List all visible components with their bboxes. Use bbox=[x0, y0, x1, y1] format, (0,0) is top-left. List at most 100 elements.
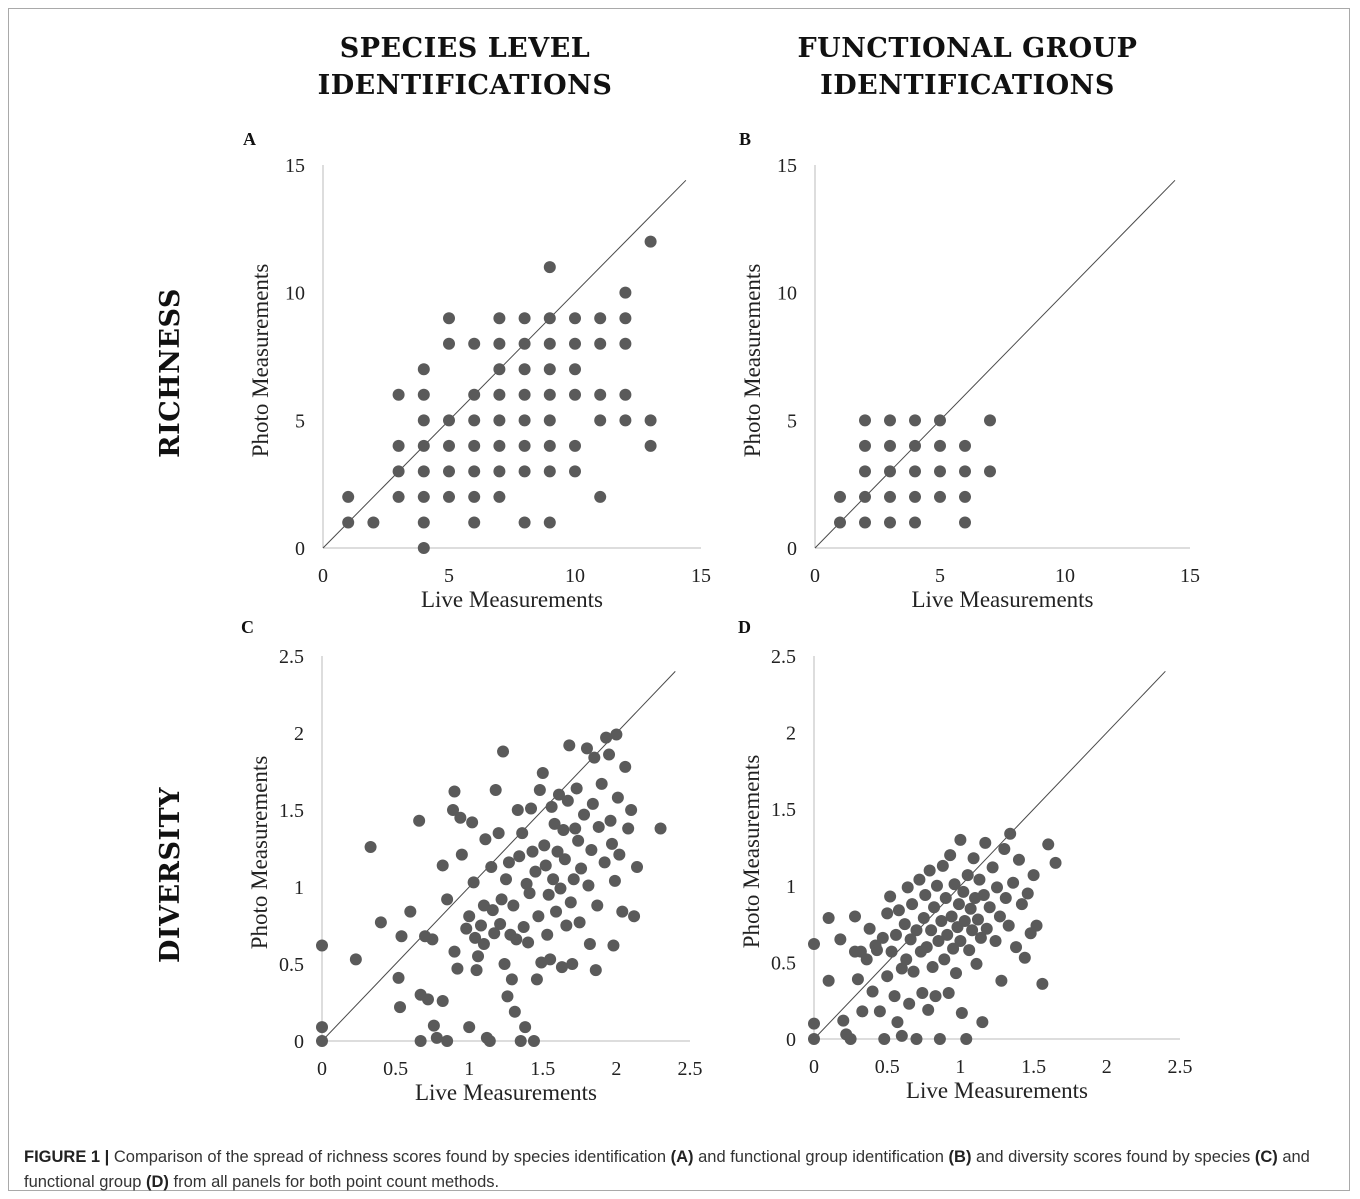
data-point bbox=[417, 542, 430, 554]
data-point bbox=[485, 860, 498, 873]
data-point bbox=[552, 788, 565, 801]
data-point bbox=[934, 414, 946, 427]
data-point bbox=[477, 937, 490, 950]
data-point bbox=[895, 1029, 908, 1042]
data-point bbox=[610, 728, 623, 741]
data-point bbox=[929, 990, 942, 1003]
data-point bbox=[342, 490, 355, 503]
data-point bbox=[585, 844, 598, 857]
data-point bbox=[1007, 876, 1020, 889]
data-point bbox=[591, 899, 604, 912]
data-point bbox=[441, 1035, 454, 1047]
data-point bbox=[898, 918, 911, 931]
data-point bbox=[543, 516, 556, 529]
caption-label: FIGURE 1 | bbox=[24, 1148, 110, 1166]
data-point bbox=[543, 363, 556, 376]
data-point bbox=[1042, 838, 1055, 851]
data-point bbox=[518, 414, 531, 427]
x-tick-label: 1.5 bbox=[530, 1058, 555, 1080]
data-point bbox=[430, 1031, 443, 1044]
data-point bbox=[508, 1005, 521, 1018]
data-point bbox=[522, 936, 535, 949]
data-point bbox=[952, 898, 965, 911]
data-point bbox=[472, 950, 485, 963]
y-tick-label: 2.5 bbox=[279, 646, 304, 668]
data-point bbox=[822, 911, 835, 924]
data-point bbox=[569, 312, 581, 325]
panel-c: C 0 0.5 1 1.5 2 2.5 0 0.5 1 1.5 2 2.5 Live Measuremen… bbox=[241, 617, 703, 1105]
x-tick-label: 5 bbox=[935, 565, 945, 587]
data-point bbox=[935, 915, 948, 928]
data-point bbox=[600, 731, 613, 744]
data-point bbox=[938, 953, 951, 966]
data-point bbox=[592, 820, 605, 833]
data-point bbox=[933, 1033, 946, 1045]
panel-label: B bbox=[739, 129, 751, 149]
data-point bbox=[909, 414, 921, 427]
data-point bbox=[395, 930, 408, 943]
data-point bbox=[1021, 887, 1034, 900]
x-tick-label: 0.5 bbox=[875, 1056, 900, 1078]
data-point bbox=[900, 953, 913, 966]
data-point bbox=[1049, 856, 1062, 869]
caption-panel-ref: (D) bbox=[146, 1173, 169, 1191]
panel-b: B 0 5 10 15 0 5 10 15 Live Measurements Photo Meas… bbox=[739, 129, 1200, 612]
data-point bbox=[413, 814, 426, 827]
data-point bbox=[493, 312, 506, 325]
data-point bbox=[856, 1005, 869, 1018]
x-tick-label: 2.5 bbox=[678, 1058, 703, 1080]
data-point bbox=[588, 751, 601, 764]
data-point bbox=[808, 938, 820, 951]
data-point bbox=[613, 848, 626, 861]
data-point bbox=[866, 985, 879, 998]
data-point bbox=[493, 439, 506, 452]
data-point bbox=[417, 516, 430, 529]
data-point bbox=[493, 337, 506, 350]
x-tick-label: 0 bbox=[810, 565, 820, 587]
data-point bbox=[575, 862, 588, 875]
data-point bbox=[906, 898, 919, 911]
data-point bbox=[367, 516, 380, 529]
data-point bbox=[427, 1019, 440, 1032]
y-tick-label: 2 bbox=[786, 723, 796, 745]
data-point bbox=[993, 910, 1006, 923]
data-point bbox=[955, 1006, 968, 1019]
data-point bbox=[863, 922, 876, 935]
data-point bbox=[392, 490, 405, 503]
data-point bbox=[518, 439, 531, 452]
y-tick-label: 0.5 bbox=[771, 952, 796, 974]
data-point bbox=[970, 957, 983, 970]
data-point bbox=[611, 791, 624, 804]
data-point bbox=[941, 928, 954, 941]
data-point bbox=[493, 414, 506, 427]
y-tick-label: 10 bbox=[285, 283, 305, 305]
data-point bbox=[844, 1033, 857, 1045]
data-point bbox=[1015, 898, 1028, 911]
reference-line bbox=[813, 670, 1166, 1040]
data-point bbox=[543, 388, 556, 401]
panel-label: D bbox=[738, 617, 751, 637]
data-point bbox=[619, 312, 632, 325]
data-point bbox=[859, 490, 871, 503]
x-axis-label: Live Measurements bbox=[911, 587, 1093, 612]
y-tick-label: 1.5 bbox=[771, 799, 796, 821]
data-point bbox=[947, 942, 960, 955]
data-point bbox=[497, 745, 510, 758]
data-point bbox=[1027, 869, 1040, 882]
data-point bbox=[986, 861, 999, 874]
data-point bbox=[443, 414, 455, 427]
data-point bbox=[1004, 827, 1017, 840]
data-point bbox=[834, 490, 846, 503]
data-point bbox=[518, 465, 531, 478]
data-point bbox=[884, 516, 896, 529]
data-point bbox=[580, 742, 593, 755]
x-axis-label: Live Measurements bbox=[906, 1078, 1088, 1103]
data-point bbox=[447, 804, 460, 816]
x-tick-label: 10 bbox=[1055, 565, 1075, 587]
data-point bbox=[974, 931, 987, 944]
y-tick-label: 10 bbox=[777, 283, 797, 305]
data-point bbox=[563, 739, 576, 752]
data-point bbox=[518, 388, 531, 401]
data-point bbox=[1018, 951, 1031, 964]
data-point bbox=[493, 490, 506, 503]
